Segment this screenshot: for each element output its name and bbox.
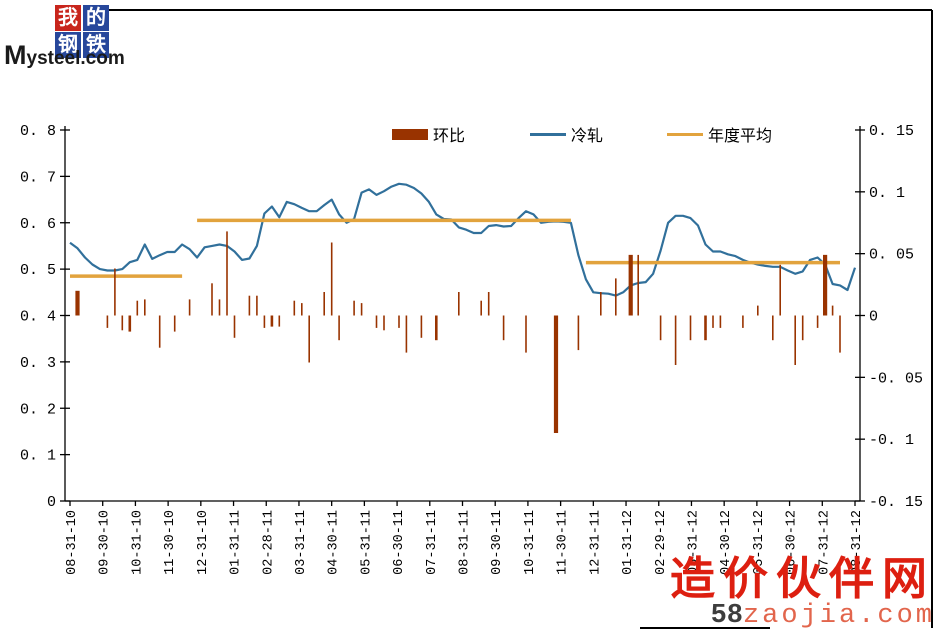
x-axis-label: 05-31-11	[359, 510, 374, 575]
logo-block-char: 我	[55, 5, 81, 31]
legend-item-cold-rolled: 冷轧	[530, 123, 603, 145]
logo-block-char: 钢	[55, 32, 81, 58]
line-series-swatch	[530, 132, 566, 136]
x-axis-label: 01-31-11	[229, 510, 244, 575]
left-axis-label: 0	[47, 494, 56, 511]
x-axis-label: 11-30-10	[163, 510, 178, 575]
x-axis-label: 11-30-11	[556, 510, 571, 575]
x-axis-label: 03-31-11	[294, 510, 309, 575]
x-axis-label: 07-31-11	[425, 510, 440, 575]
left-axis-label: 0. 2	[20, 401, 56, 418]
x-axis-ticks: 08-31-10 09-30-10 10-31-10 11-30-10 12-31-10…	[65, 501, 865, 575]
watermark-site-prefix: 58	[710, 601, 743, 631]
avg-series-swatch	[667, 132, 703, 136]
left-axis-label: 0. 6	[20, 216, 56, 233]
watermark-site-suffix: zaojia.com	[742, 601, 935, 631]
legend-item-annual-average: 年度平均	[667, 123, 772, 145]
x-axis-label: 06-30-12	[785, 510, 800, 575]
annual-average-series	[70, 218, 840, 278]
chart-legend: 环比 冷轧 年度平均	[0, 123, 939, 149]
legend-item-mom: 环比	[392, 123, 465, 145]
left-axis-label: 0. 1	[20, 448, 56, 465]
right-axis-label: -0. 1	[869, 432, 914, 449]
x-axis-label: 10-31-11	[523, 510, 538, 575]
x-axis-label: 05-31-12	[752, 510, 767, 575]
left-axis-label: 0. 7	[20, 169, 56, 186]
logo-block-char: 的	[83, 5, 109, 31]
x-axis-label: 06-30-11	[392, 510, 407, 575]
right-axis-label: 0. 15	[869, 123, 914, 140]
watermark: 造价伙伴网 58zaojia.com	[670, 556, 935, 630]
left-axis-label: 0. 4	[20, 309, 56, 326]
x-axis-label: 03-31-12	[686, 510, 701, 575]
x-axis-label: 08-31-10	[65, 510, 80, 575]
x-axis-label: 10-31-10	[130, 510, 145, 575]
left-axis-ticks: 0 0. 1 0. 2 0. 3 0. 4 0. 5 0. 6 0. 7 0. 8	[20, 123, 70, 511]
cold-rolled-line-series	[69, 182, 857, 297]
mysteel-logo-blocks: 我 的 钢 铁	[55, 5, 111, 58]
right-axis-ticks: -0. 15 -0. 1 -0. 05 0 0. 05 0. 1 0. 15	[855, 123, 923, 511]
left-axis-label: 0. 5	[20, 262, 56, 279]
x-axis-label: 09-30-11	[490, 510, 505, 575]
mysteel-brand-text: Mysteel.com	[4, 40, 125, 70]
x-axis-label: 12-31-10	[196, 510, 211, 575]
watermark-title: 造价伙伴网	[669, 554, 935, 604]
x-axis-label: 01-31-12	[621, 510, 636, 575]
watermark-site-url: 58zaojia.com	[670, 602, 935, 630]
x-axis-label: 09-30-10	[98, 510, 113, 575]
mysteel-logo: 我 的 钢 铁 Mysteel.com	[2, 2, 125, 72]
right-axis-label: 0. 05	[869, 247, 914, 264]
right-axis-label: 0	[869, 309, 878, 326]
right-axis-label: 0. 1	[869, 185, 905, 202]
x-axis-label: 02-29-12	[654, 510, 669, 575]
logo-block-char: 铁	[83, 32, 109, 58]
legend-label: 冷轧	[571, 128, 604, 145]
right-axis-label: -0. 05	[869, 370, 923, 387]
left-axis-label: 0. 3	[20, 355, 56, 372]
legend-label: 年度平均	[708, 128, 773, 145]
bar-series-swatch	[392, 128, 428, 140]
right-axis-label: -0. 15	[869, 494, 923, 511]
x-axis-label: 04-30-11	[327, 510, 342, 575]
axes	[64, 126, 861, 502]
legend-label: 环比	[433, 128, 466, 145]
x-axis-label: 07-31-12	[817, 510, 832, 575]
left-axis-label: 0. 8	[20, 123, 56, 140]
mom-bar-series	[75, 231, 841, 433]
x-axis-label: 08-31-12	[850, 510, 865, 575]
object-frame	[95, 9, 933, 629]
x-axis-label: 08-31-11	[458, 510, 473, 575]
x-axis-label: 02-28-11	[261, 510, 276, 575]
x-axis-label: 12-31-11	[588, 510, 603, 575]
x-axis-label: 04-30-12	[719, 510, 734, 575]
